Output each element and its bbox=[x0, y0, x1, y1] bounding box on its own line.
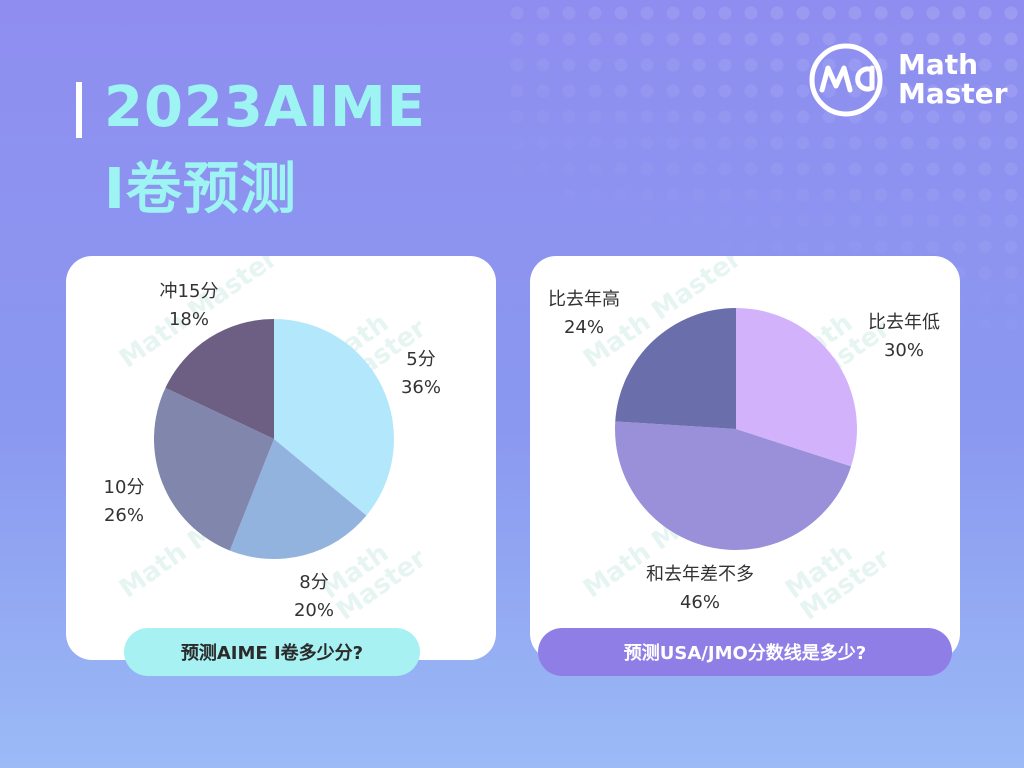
slice-percent: 26% bbox=[103, 505, 144, 526]
question-usajmo-button[interactable]: 预测USA/JMO分数线是多少? bbox=[538, 628, 952, 676]
pie-chart-usajmo bbox=[615, 308, 858, 551]
slice-percent: 36% bbox=[400, 377, 441, 398]
pie-slice-2 bbox=[154, 387, 274, 551]
slice-percent: 18% bbox=[168, 309, 209, 330]
pie-slice-1 bbox=[229, 439, 367, 559]
logo-icon bbox=[809, 43, 883, 117]
slice-label-10: 10分 26% bbox=[86, 474, 162, 530]
slice-label-same: 和去年差不多 46% bbox=[630, 561, 770, 617]
slice-label-higher: 比去年高 24% bbox=[534, 286, 634, 342]
pie-slice-3 bbox=[165, 319, 274, 439]
page-subtitle: I卷预测 bbox=[104, 157, 297, 222]
title-accent-bar bbox=[76, 82, 82, 138]
math-master-logo: Math Master bbox=[806, 40, 1016, 120]
slice-category: 8分 bbox=[299, 572, 329, 593]
pie-slice-0 bbox=[274, 319, 394, 516]
chart-card-usajmo: Math Master Math Master Math Master Math… bbox=[530, 256, 960, 660]
slice-category: 比去年高 bbox=[548, 289, 620, 310]
slice-label-5: 5分 36% bbox=[386, 346, 456, 402]
pie-slice-0 bbox=[736, 308, 858, 467]
pie-slice-1 bbox=[615, 421, 852, 551]
slice-category: 5分 bbox=[406, 349, 436, 370]
slice-label-lower: 比去年低 30% bbox=[854, 309, 954, 365]
slice-category: 比去年低 bbox=[868, 312, 940, 333]
slice-percent: 30% bbox=[883, 340, 924, 361]
logo-text-line2: Master bbox=[898, 77, 1008, 111]
slice-percent: 46% bbox=[679, 592, 720, 613]
page-title: 2023AIME bbox=[104, 75, 427, 140]
slice-percent: 20% bbox=[293, 600, 334, 621]
slice-category: 和去年差不多 bbox=[646, 564, 754, 585]
logo-text: Math Master bbox=[898, 50, 1008, 109]
question-aime-button[interactable]: 预测AIME I卷多少分? bbox=[124, 628, 420, 676]
slice-category: 10分 bbox=[103, 477, 145, 498]
slice-percent: 24% bbox=[563, 317, 604, 338]
pie-slice-2 bbox=[615, 308, 736, 429]
logo-text-line1: Math bbox=[898, 48, 979, 81]
chart-card-aime: Math Master Math Master Math Master Math… bbox=[66, 256, 496, 660]
slice-category: 冲15分 bbox=[159, 281, 219, 302]
slice-label-8: 8分 20% bbox=[279, 569, 349, 625]
slice-label-15: 冲15分 18% bbox=[144, 278, 234, 334]
pie-chart-aime bbox=[154, 319, 394, 559]
